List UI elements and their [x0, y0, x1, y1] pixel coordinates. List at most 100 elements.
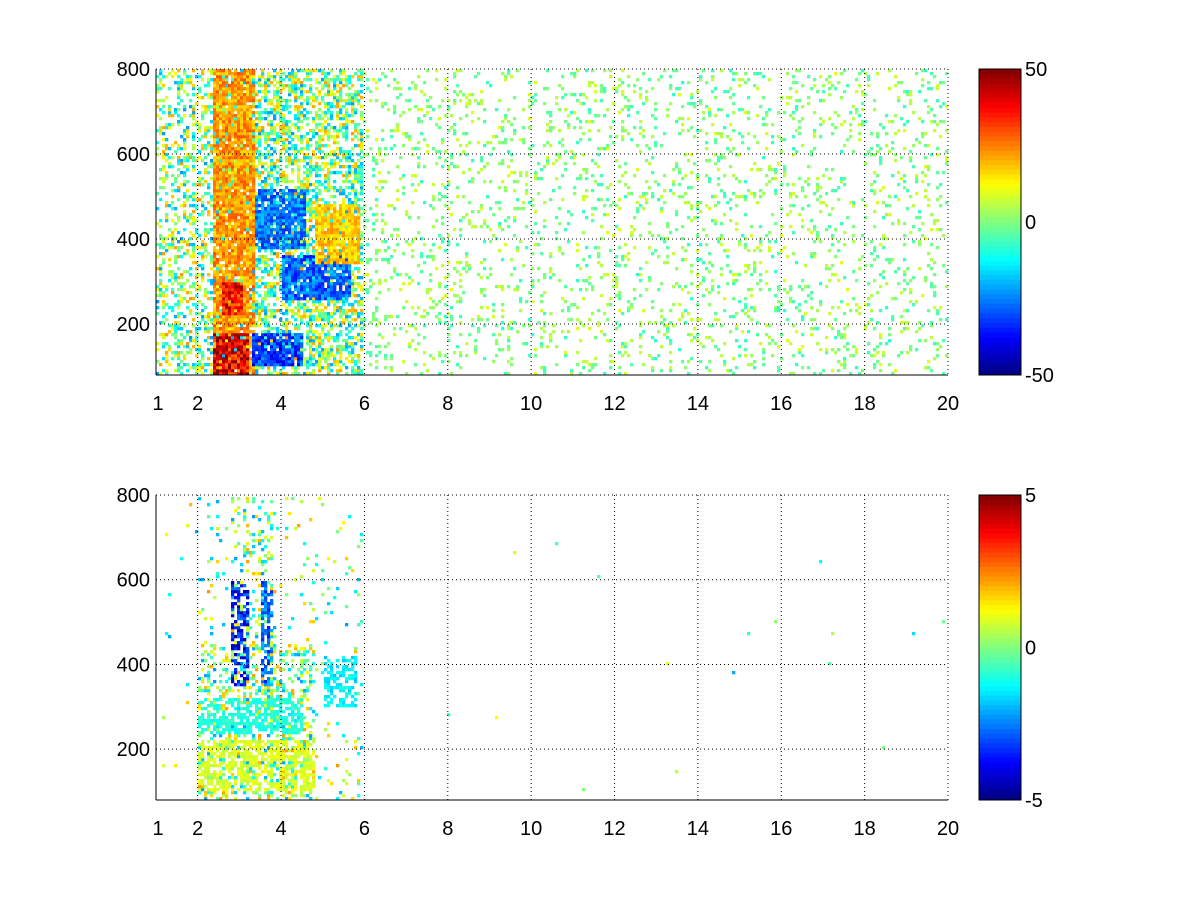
heatmap-cell	[267, 243, 271, 247]
heatmap-cell	[222, 159, 226, 163]
heatmap-cell	[351, 207, 355, 211]
heatmap-cell	[219, 312, 223, 316]
heatmap-cell	[453, 267, 457, 271]
heatmap-cell	[222, 93, 226, 97]
heatmap-cell	[216, 150, 220, 154]
heatmap-cell	[231, 144, 235, 148]
heatmap-cell	[291, 138, 295, 142]
heatmap-cell	[348, 171, 352, 175]
heatmap-cell	[318, 264, 322, 268]
heatmap-cell	[264, 177, 268, 181]
heatmap-cell	[447, 105, 451, 109]
heatmap-cell	[345, 225, 349, 229]
heatmap-cell	[315, 279, 319, 283]
heatmap-cell	[252, 336, 256, 340]
heatmap-cell	[159, 177, 163, 181]
heatmap-cell	[453, 351, 457, 355]
heatmap-cell	[195, 348, 199, 352]
heatmap-cell	[219, 366, 223, 370]
heatmap-cell	[345, 171, 349, 175]
heatmap-cell	[249, 366, 253, 370]
heatmap-cell	[261, 165, 265, 169]
heatmap-cell	[345, 180, 349, 184]
heatmap-cell	[300, 282, 304, 286]
heatmap-cell	[300, 183, 304, 187]
heatmap-cell	[171, 69, 175, 73]
heatmap-cell	[327, 108, 331, 112]
heatmap-cell	[219, 150, 223, 154]
heatmap-cell	[300, 180, 304, 184]
heatmap-cell	[243, 264, 247, 268]
heatmap-cell	[357, 252, 361, 256]
heatmap-cell	[258, 312, 262, 316]
heatmap-cell	[219, 81, 223, 85]
heatmap-cell	[417, 333, 421, 337]
heatmap-cell	[171, 324, 175, 328]
heatmap-cell	[261, 348, 265, 352]
heatmap-cell	[177, 363, 181, 367]
heatmap-cell	[165, 312, 169, 316]
heatmap-cell	[342, 150, 346, 154]
heatmap-cell	[243, 261, 247, 265]
heatmap-cell	[258, 363, 262, 367]
heatmap-cell	[276, 357, 280, 361]
heatmap-cell	[336, 210, 340, 214]
heatmap-cell	[183, 165, 187, 169]
heatmap-cell	[309, 162, 313, 166]
heatmap-cell	[297, 336, 301, 340]
heatmap-cell	[237, 243, 241, 247]
heatmap-cell	[417, 147, 421, 151]
heatmap-cell	[288, 360, 292, 364]
heatmap-cell	[360, 336, 364, 340]
heatmap-cell	[270, 210, 274, 214]
heatmap-cell	[258, 219, 262, 223]
heatmap-cell	[213, 135, 217, 139]
heatmap-cell	[273, 240, 277, 244]
heatmap-cell	[309, 270, 313, 274]
heatmap-cell	[345, 156, 349, 160]
heatmap-cell	[354, 129, 358, 133]
heatmap-cell	[288, 72, 292, 76]
heatmap-cell	[228, 213, 232, 217]
heatmap-cell	[345, 309, 349, 313]
heatmap-cell	[156, 312, 160, 316]
heatmap-cell	[297, 174, 301, 178]
heatmap-cell	[285, 342, 289, 346]
heatmap-cell	[240, 204, 244, 208]
heatmap-cell	[255, 267, 259, 271]
heatmap-cell	[264, 360, 268, 364]
heatmap-cell	[360, 72, 364, 76]
heatmap-cell	[243, 279, 247, 283]
heatmap-cell	[303, 186, 307, 190]
heatmap-cell	[333, 357, 337, 361]
heatmap-cell	[315, 285, 319, 289]
heatmap-cell	[213, 102, 217, 106]
heatmap-cell	[282, 219, 286, 223]
heatmap-cell	[351, 303, 355, 307]
heatmap-cell	[318, 258, 322, 262]
heatmap-cell	[342, 345, 346, 349]
heatmap-cell	[276, 96, 280, 100]
heatmap-cell	[282, 213, 286, 217]
heatmap-cell	[162, 357, 166, 361]
heatmap-cell	[429, 297, 433, 301]
heatmap-cell	[306, 321, 310, 325]
heatmap-cell	[192, 198, 196, 202]
heatmap-cell	[213, 108, 217, 112]
heatmap-cell	[222, 243, 226, 247]
heatmap-cell	[288, 285, 292, 289]
heatmap-cell	[255, 165, 259, 169]
heatmap-cell	[471, 180, 475, 184]
heatmap-cell	[219, 330, 223, 334]
heatmap-cell	[336, 324, 340, 328]
heatmap-cell	[285, 126, 289, 130]
heatmap-cell	[447, 360, 451, 364]
heatmap-cell	[303, 189, 307, 193]
heatmap-cell	[321, 279, 325, 283]
heatmap-cell	[240, 255, 244, 259]
heatmap-cell	[255, 285, 259, 289]
heatmap-cell	[174, 255, 178, 259]
heatmap-cell	[345, 120, 349, 124]
heatmap-cell	[471, 318, 475, 322]
heatmap-cell	[222, 369, 226, 373]
